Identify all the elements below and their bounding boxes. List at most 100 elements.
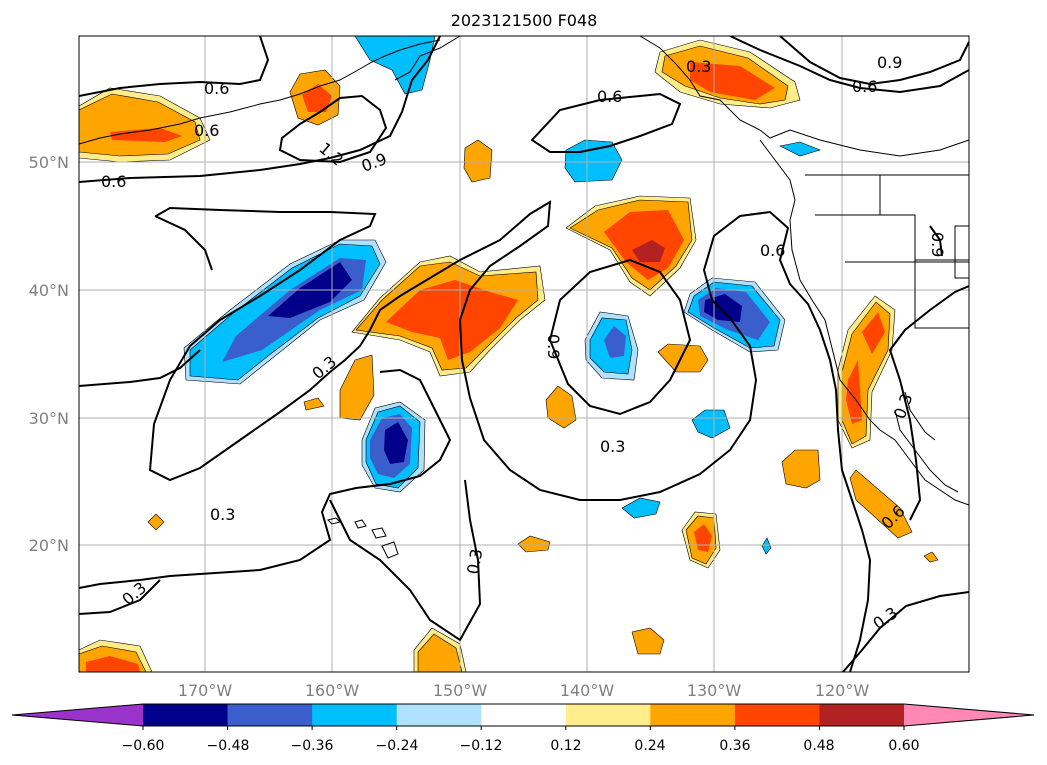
shade-orange: [657, 343, 709, 373]
colorbar-tick-label: −0.24: [376, 738, 419, 754]
shade-orange: [417, 633, 463, 672]
colorbar-tick-labels: −0.60 −0.48 −0.36 −0.24 −0.12 0.12 0.24 …: [122, 738, 920, 754]
shade-blue: [621, 497, 661, 519]
contour-label: 0.9: [877, 53, 902, 72]
lon-label: 150°W: [433, 681, 488, 700]
contour-label: 0.6: [101, 172, 126, 191]
colorbar-tick-label: 0.48: [803, 738, 834, 754]
contour-line: [888, 285, 969, 521]
contour-line: [329, 479, 482, 642]
colorbar-tick-label: 0.60: [888, 738, 919, 754]
lat-label: 20°N: [29, 536, 69, 555]
contour-line: [154, 215, 213, 271]
contour-line: [729, 36, 969, 94]
contour-line: [79, 36, 270, 97]
colorbar-cell: [819, 704, 905, 726]
shade-red: [302, 84, 332, 112]
contour-line: [842, 591, 969, 672]
shade-orange: [781, 449, 821, 489]
lat-label: 50°N: [29, 153, 69, 172]
shade-orange: [849, 469, 913, 539]
shade-red: [386, 280, 518, 360]
contour-line: [148, 200, 872, 672]
shade-orange: [463, 139, 493, 183]
longitude-labels: 170°W 160°W 150°W 140°W 130°W 120°W: [178, 681, 870, 700]
colorbar-tick-label: −0.48: [207, 738, 250, 754]
colorbar-extend-high: [904, 704, 1034, 726]
map-panel: 0.6 0.6 0.6 0.9 1.2 0.9 0.6 0.3 0.9 0.6 …: [79, 36, 969, 672]
shade-orange: [631, 627, 665, 655]
contour-label: 0.3: [686, 57, 711, 76]
latitude-labels: 50°N 40°N 30°N 20°N: [29, 153, 69, 555]
shade-orange: [303, 397, 325, 411]
lat-label: 40°N: [29, 281, 69, 300]
colorbar: −0.60 −0.48 −0.36 −0.24 −0.12 0.12 0.24 …: [11, 703, 1035, 754]
colorbar-cell: [312, 704, 398, 726]
colorbar-cell: [481, 704, 567, 726]
colorbar-tick-label: 0.36: [719, 738, 750, 754]
shade-red: [846, 360, 862, 424]
coastline-north-america: [639, 36, 969, 506]
contour-label: 0.3: [210, 505, 235, 524]
shade-red: [690, 62, 775, 100]
contour-label: 0.9: [544, 334, 563, 359]
coastline-alaska: [394, 36, 461, 81]
colorbar-tick-label: −0.36: [291, 738, 334, 754]
contour-label: 0.6: [204, 79, 229, 98]
shade-blue: [691, 409, 731, 439]
lon-label: 140°W: [560, 681, 615, 700]
contours: [79, 36, 969, 672]
colorbar-cell: [396, 704, 482, 726]
contour-line: [929, 225, 943, 257]
colorbar-cell: [565, 704, 651, 726]
shade-orange: [79, 93, 201, 157]
shade-blue: [604, 326, 626, 358]
shade-orange: [923, 551, 939, 563]
shade-maroon: [632, 240, 665, 262]
graticule: [79, 36, 969, 672]
lon-label: 130°W: [687, 681, 742, 700]
colorbar-cells: [12, 704, 1034, 726]
colorbar-tick-label: 0.12: [550, 738, 581, 754]
shade-blue: [779, 141, 821, 157]
shade-blue: [761, 537, 772, 555]
colorbar-tick-label: −0.60: [122, 738, 165, 754]
map-frame: [78, 35, 970, 673]
contour-line: [79, 579, 161, 615]
colorbar-extend-low: [12, 704, 143, 726]
lat-label: 30°N: [29, 409, 69, 428]
contour-label: 0.6: [597, 87, 622, 106]
contour-line: [530, 92, 682, 153]
map-title: 2023121500 F048: [451, 11, 598, 30]
contour-line: [278, 94, 388, 164]
coastline-alaska: [79, 39, 441, 145]
shade-orange: [147, 513, 165, 531]
contour-label: 0.6: [194, 121, 219, 140]
shade-red: [110, 128, 182, 142]
contour-label: 0.6: [760, 241, 785, 260]
shade-red: [86, 656, 140, 672]
lon-label: 120°W: [815, 681, 870, 700]
colorbar-ticks: [142, 726, 905, 730]
contour-label: 0.9: [928, 232, 947, 257]
contour-label: 0.3: [463, 547, 486, 575]
coastline-baja: [894, 391, 959, 493]
contour-line: [79, 36, 441, 183]
border-states: [815, 175, 969, 329]
lon-label: 170°W: [178, 681, 233, 700]
shade-red: [862, 312, 885, 354]
contour-label: 0.3: [600, 437, 625, 456]
colorbar-cell: [650, 704, 736, 726]
shaded-fields: [79, 36, 939, 672]
shade-blue: [384, 422, 408, 464]
shade-orange: [517, 535, 551, 553]
colorbar-cell: [734, 704, 820, 726]
colorbar-tick-label: −0.12: [460, 738, 503, 754]
colorbar-tick-label: 0.24: [634, 738, 665, 754]
shade-blue: [564, 139, 623, 183]
contour-line: [548, 258, 692, 416]
contour-line: [779, 36, 969, 86]
colorbar-cell: [227, 704, 313, 726]
colorbar-cell: [143, 704, 229, 726]
